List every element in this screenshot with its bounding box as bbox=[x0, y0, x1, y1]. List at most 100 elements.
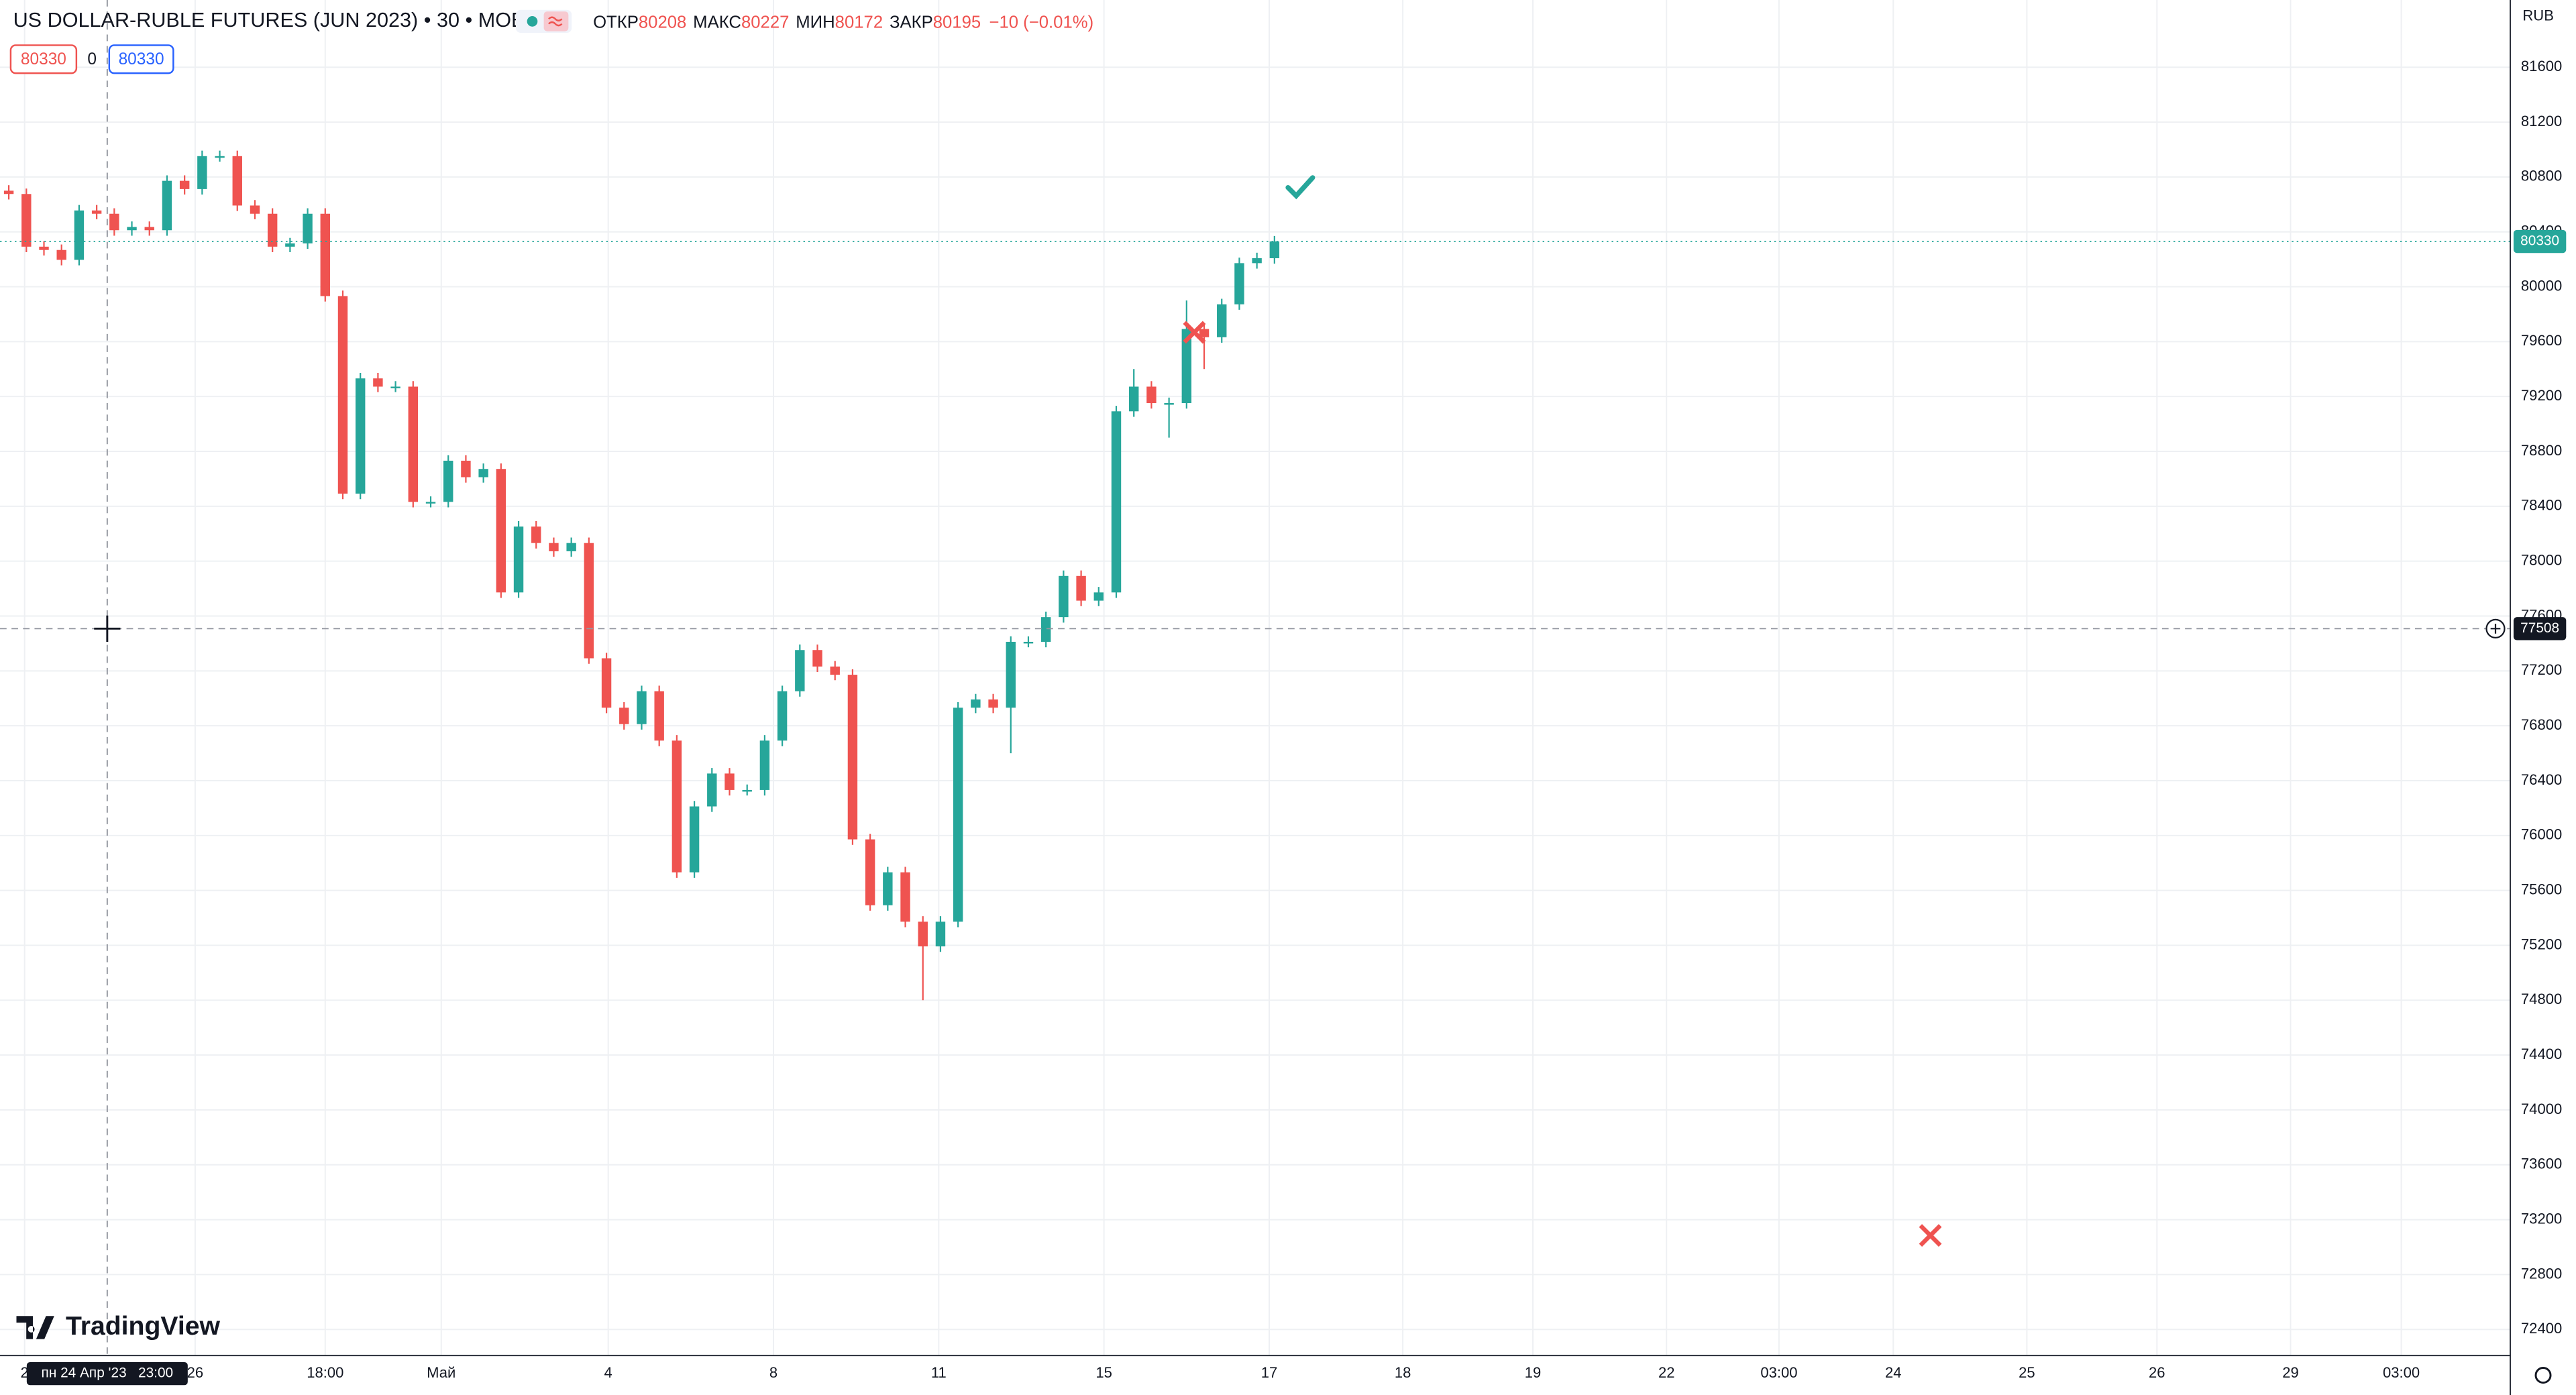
candle-body bbox=[1269, 241, 1280, 258]
axes: 72400 72800 73200 73600 74000 74400 74800 75200… bbox=[21, 58, 2567, 1386]
candle-body bbox=[179, 180, 190, 189]
candle-body bbox=[1006, 641, 1016, 708]
market-open-dot bbox=[527, 16, 538, 27]
candle-body bbox=[689, 806, 700, 873]
x-tick-label: Май bbox=[427, 1364, 455, 1381]
x-tick-label: 26 bbox=[2149, 1364, 2165, 1381]
symbol-title[interactable]: US DOLLAR-RUBLE FUTURES (JUN 2023) • 30 … bbox=[13, 9, 539, 32]
y-tick-label: 79600 bbox=[2521, 332, 2562, 349]
watermark-logo bbox=[16, 1316, 54, 1339]
x-tick-label: 19 bbox=[1525, 1364, 1542, 1381]
candle-body bbox=[672, 740, 682, 873]
candle-body bbox=[1111, 411, 1122, 593]
candle-body bbox=[267, 213, 278, 247]
candle-body bbox=[953, 708, 963, 922]
x-tick-label: 18:00 bbox=[307, 1364, 343, 1381]
x-tick-label: 18 bbox=[1395, 1364, 1411, 1381]
candle-body bbox=[390, 386, 400, 388]
y-tick-label: 77200 bbox=[2521, 661, 2562, 678]
sell-price[interactable]: 80330 bbox=[21, 50, 66, 68]
buy-price[interactable]: 80330 bbox=[119, 50, 164, 68]
candle-body bbox=[795, 650, 805, 691]
candle-body bbox=[777, 691, 788, 741]
low-label: МИН bbox=[796, 13, 835, 32]
y-tick-label: 79200 bbox=[2521, 387, 2562, 404]
candle-body bbox=[724, 773, 735, 790]
candle-body bbox=[373, 378, 383, 387]
y-tick-label: 74000 bbox=[2521, 1101, 2562, 1117]
candle-body bbox=[759, 740, 770, 790]
watermark: TradingView bbox=[66, 1312, 221, 1341]
candle-body bbox=[847, 675, 858, 840]
settings-button[interactable] bbox=[2534, 1367, 2552, 1384]
sell-button[interactable] bbox=[9, 44, 78, 74]
candle-body bbox=[1076, 575, 1086, 601]
cross-marker[interactable] bbox=[1183, 321, 1206, 344]
y-tick-label: 74800 bbox=[2521, 991, 2562, 1007]
buy-button[interactable] bbox=[108, 44, 174, 74]
add-alert-icon bbox=[2490, 623, 2501, 634]
candle-body bbox=[91, 210, 102, 214]
close-label: ЗАКР bbox=[890, 13, 933, 32]
x-tick-label: 25 bbox=[2019, 1364, 2035, 1381]
last-price-badge bbox=[2513, 229, 2567, 254]
spread: 0 bbox=[87, 50, 97, 68]
candle-body bbox=[496, 469, 506, 593]
candle-body bbox=[865, 839, 875, 905]
candle-body bbox=[408, 386, 419, 502]
x-tick-label: 17 bbox=[1261, 1364, 1278, 1381]
candle-body bbox=[812, 650, 822, 667]
y-tick-label: 72800 bbox=[2521, 1265, 2562, 1282]
candle-body bbox=[74, 210, 85, 260]
y-tick-label: 72400 bbox=[2521, 1320, 2562, 1337]
grid bbox=[0, 0, 2511, 1356]
last-price-label: 80330 bbox=[2520, 233, 2559, 249]
y-tick-label: 73200 bbox=[2521, 1210, 2562, 1227]
y-tick-label: 75600 bbox=[2521, 881, 2562, 897]
candle-body bbox=[1059, 575, 1069, 618]
check-marker[interactable] bbox=[1285, 175, 1316, 200]
y-tick-label: 80000 bbox=[2521, 277, 2562, 294]
candle-body bbox=[355, 378, 366, 494]
close-value: 80195 bbox=[933, 13, 981, 32]
y-tick-label: 81600 bbox=[2521, 58, 2562, 74]
y-tick-label: 78000 bbox=[2521, 552, 2562, 569]
candle-body bbox=[303, 213, 313, 243]
candle-body bbox=[1023, 641, 1034, 644]
currency-label[interactable]: RUB bbox=[2522, 7, 2554, 23]
candle-body bbox=[197, 156, 207, 189]
x-tick-label: 03:00 bbox=[1760, 1364, 1797, 1381]
candle-body bbox=[21, 194, 32, 247]
y-tick-label: 74400 bbox=[2521, 1046, 2562, 1062]
x-tick-label: 26 bbox=[187, 1364, 204, 1381]
candle-body bbox=[215, 156, 225, 158]
crosshair-cursor bbox=[94, 615, 121, 642]
x-tick-label: 03:00 bbox=[2383, 1364, 2420, 1381]
candle-body bbox=[619, 708, 629, 724]
candle-body bbox=[918, 922, 928, 947]
y-tick-label: 75200 bbox=[2521, 936, 2562, 952]
candle-body bbox=[1040, 617, 1051, 642]
cross-marker[interactable] bbox=[1919, 1224, 1942, 1247]
y-tick-label: 80800 bbox=[2521, 168, 2562, 184]
x-tick-label: 11 bbox=[931, 1364, 947, 1381]
low-value: 80172 bbox=[835, 13, 883, 32]
candle-body bbox=[988, 699, 998, 708]
candle-body bbox=[654, 691, 664, 741]
candle-body bbox=[637, 691, 647, 724]
candle-body bbox=[900, 872, 910, 922]
x-tick-label: 4 bbox=[604, 1364, 612, 1381]
candle-body bbox=[285, 243, 295, 247]
y-tick-label: 73600 bbox=[2521, 1156, 2562, 1172]
candle-body bbox=[109, 213, 119, 231]
x-tick-label: 24 bbox=[1885, 1364, 1902, 1381]
candle-body bbox=[337, 296, 348, 494]
candle-body bbox=[1252, 258, 1262, 264]
y-tick-label: 81200 bbox=[2521, 113, 2562, 129]
y-tick-label: 76800 bbox=[2521, 716, 2562, 733]
x-tick-label: 2 bbox=[21, 1364, 29, 1381]
candle-body bbox=[320, 213, 330, 296]
